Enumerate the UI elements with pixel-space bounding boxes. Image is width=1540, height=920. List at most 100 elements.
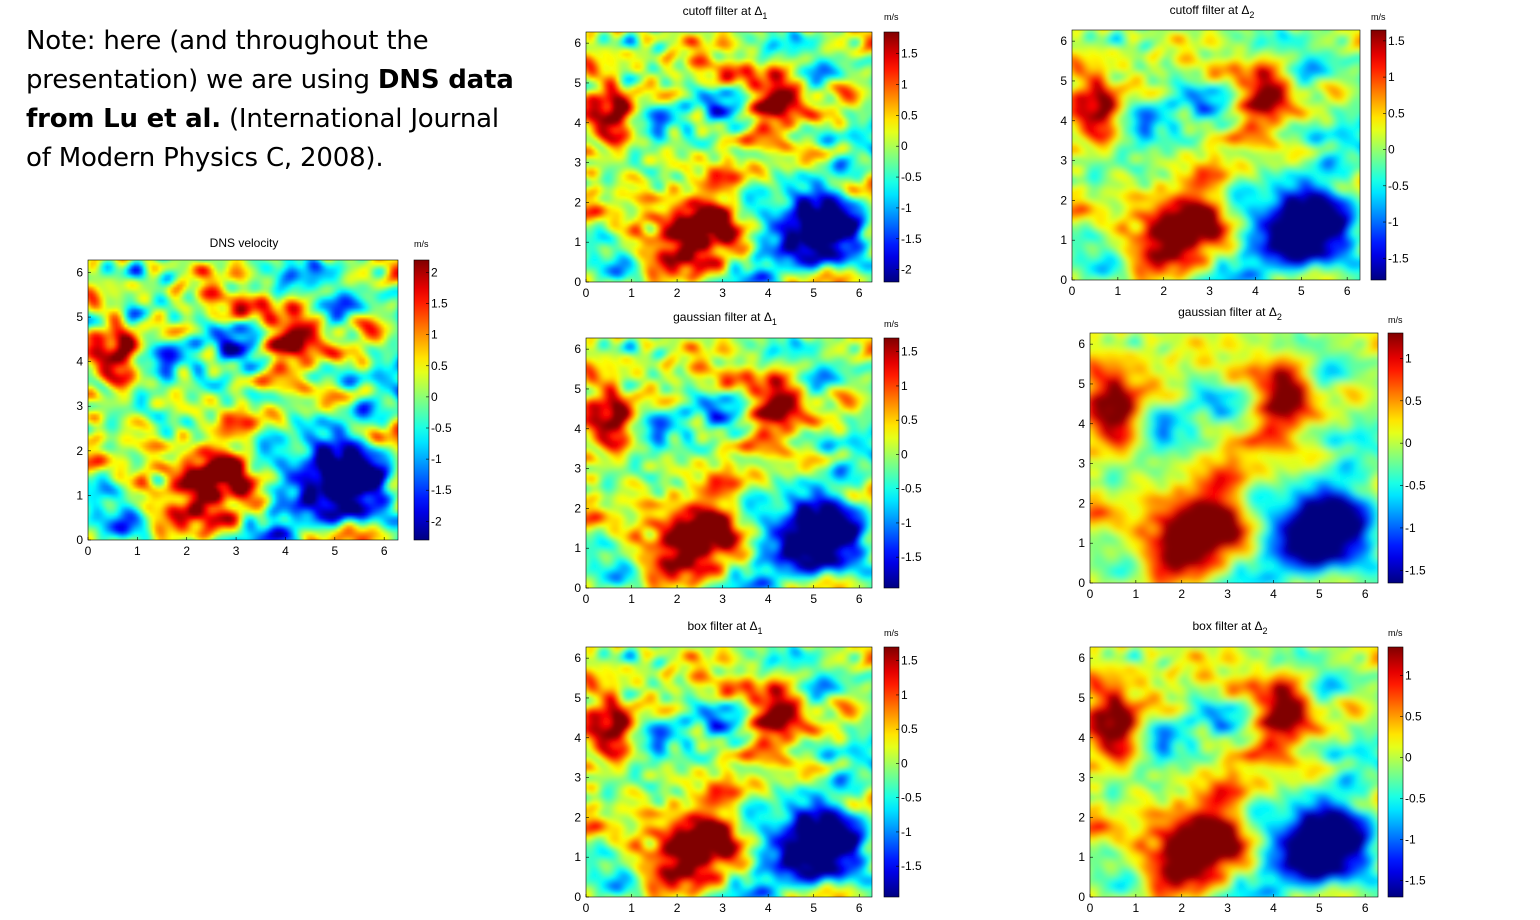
chart-title: DNS velocity (210, 236, 279, 250)
x-tick-label: 1 (1133, 901, 1140, 915)
x-tick-label: 0 (583, 901, 590, 915)
colorbar-unit-label: m/s (1371, 12, 1386, 22)
x-tick-label: 2 (674, 286, 681, 300)
colorbar-unit-label: m/s (1388, 315, 1403, 325)
y-tick-label: 4 (1060, 114, 1067, 128)
x-tick-label: 2 (674, 901, 681, 915)
x-tick-label: 3 (719, 901, 726, 915)
colorbar-tick-label: -0.5 (1405, 479, 1426, 493)
x-tick-label: 3 (719, 592, 726, 606)
colorbar (413, 259, 430, 541)
x-tick-label: 5 (810, 592, 817, 606)
y-tick-label: 4 (76, 355, 83, 369)
colorbar-tick-label: 0.5 (1405, 394, 1422, 408)
colorbar-tick-label: -1 (901, 516, 912, 530)
chart-title: box filter at Δ2 (1192, 619, 1267, 636)
colorbar-tick-label: 1.5 (901, 654, 918, 668)
x-tick-label: 4 (1270, 901, 1277, 915)
y-tick-label: 5 (574, 382, 581, 396)
colorbar-tick-label: -1 (1405, 833, 1416, 847)
y-tick-label: 6 (1060, 34, 1067, 48)
x-tick-label: 4 (765, 901, 772, 915)
x-tick-label: 6 (856, 286, 863, 300)
colorbar-tick-label: 1.5 (1388, 34, 1405, 48)
y-tick-label: 3 (76, 399, 83, 413)
x-tick-label: 0 (583, 286, 590, 300)
colorbar-tick-label: 2 (431, 265, 438, 279)
x-tick-label: 1 (628, 592, 635, 606)
y-tick-label: 4 (1078, 731, 1085, 745)
heatmap-image (1072, 30, 1360, 280)
colorbar-tick-label: 0.5 (431, 359, 448, 373)
y-tick-label: 4 (574, 731, 581, 745)
x-tick-label: 0 (85, 544, 92, 558)
x-tick-label: 3 (719, 286, 726, 300)
axes-box (87, 259, 399, 541)
colorbar-tick-label: -0.5 (901, 791, 922, 805)
y-tick-label: 4 (574, 116, 581, 130)
colorbar-tick-label: -1 (901, 825, 912, 839)
chart-title: cutoff filter at Δ1 (683, 4, 768, 21)
chart-title: cutoff filter at Δ2 (1170, 3, 1255, 20)
heatmap-image (88, 260, 398, 540)
colorbar (883, 337, 900, 589)
y-tick-label: 1 (574, 235, 581, 249)
x-tick-label: 5 (1316, 587, 1323, 601)
x-tick-label: 1 (628, 286, 635, 300)
y-tick-label: 4 (1078, 417, 1085, 431)
x-tick-label: 5 (1298, 284, 1305, 298)
y-tick-label: 6 (574, 342, 581, 356)
heatmap-image (586, 32, 872, 282)
y-tick-label: 2 (574, 195, 581, 209)
y-tick-label: 1 (1078, 536, 1085, 550)
colorbar-tick-label: 1.5 (431, 297, 448, 311)
y-tick-label: 3 (574, 156, 581, 170)
x-tick-label: 2 (183, 544, 190, 558)
colorbar-tick-label: -0.5 (1388, 179, 1409, 193)
colorbar-tick-label: 0 (901, 756, 908, 770)
x-tick-label: 5 (810, 901, 817, 915)
x-tick-label: 2 (1178, 587, 1185, 601)
colorbar (1387, 646, 1404, 898)
colorbar-tick-label: 0 (431, 390, 438, 404)
y-tick-label: 5 (1078, 691, 1085, 705)
y-tick-label: 3 (574, 462, 581, 476)
y-tick-label: 0 (574, 581, 581, 595)
x-tick-label: 4 (1252, 284, 1259, 298)
colorbar-unit-label: m/s (884, 319, 899, 329)
y-tick-label: 2 (574, 501, 581, 515)
x-tick-label: 2 (1160, 284, 1167, 298)
colorbar-tick-label: 0 (1388, 143, 1395, 157)
colorbar-tick-label: -1.5 (901, 232, 922, 246)
x-tick-label: 0 (1069, 284, 1076, 298)
colorbar-tick-label: -1.5 (1405, 874, 1426, 888)
x-tick-label: 0 (583, 592, 590, 606)
colorbar-tick-label: -0.5 (1405, 792, 1426, 806)
colorbar-tick-label: -2 (901, 263, 912, 277)
colorbar-tick-label: -0.5 (901, 482, 922, 496)
y-tick-label: 6 (1078, 337, 1085, 351)
y-tick-label: 4 (574, 422, 581, 436)
y-tick-label: 1 (1078, 850, 1085, 864)
note-text: Note: here (and throughout the presentat… (26, 22, 526, 178)
x-tick-label: 5 (1316, 901, 1323, 915)
colorbar-tick-label: 0 (1405, 436, 1412, 450)
y-tick-label: 0 (1078, 576, 1085, 590)
y-tick-label: 5 (76, 310, 83, 324)
colorbar-tick-label: -1.5 (901, 859, 922, 873)
chart-title: gaussian filter at Δ1 (673, 310, 777, 327)
colorbar-tick-label: 1 (1388, 70, 1395, 84)
colorbar-tick-label: 0.5 (1405, 710, 1422, 724)
colorbar-tick-label: -1.5 (1405, 563, 1426, 577)
axes-box (585, 646, 873, 898)
colorbar-tick-label: 1 (901, 688, 908, 702)
y-tick-label: 1 (574, 541, 581, 555)
colorbar-tick-label: 0.5 (901, 108, 918, 122)
x-tick-label: 6 (1362, 901, 1369, 915)
